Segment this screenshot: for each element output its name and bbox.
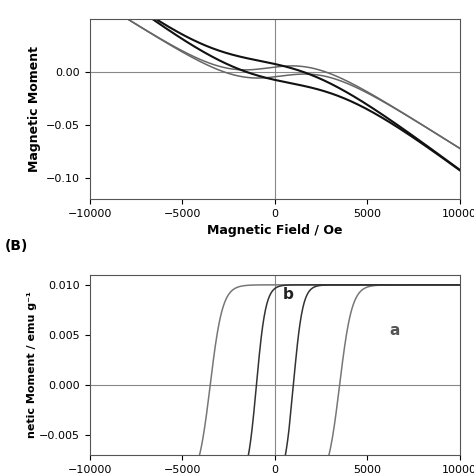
Text: a: a	[390, 323, 400, 338]
Y-axis label: netic Moment / emu g⁻¹: netic Moment / emu g⁻¹	[27, 292, 36, 438]
Text: (B): (B)	[5, 239, 28, 254]
X-axis label: Magnetic Field / Oe: Magnetic Field / Oe	[207, 224, 343, 237]
Y-axis label: Magnetic Moment: Magnetic Moment	[28, 46, 41, 172]
Text: b: b	[283, 287, 293, 302]
